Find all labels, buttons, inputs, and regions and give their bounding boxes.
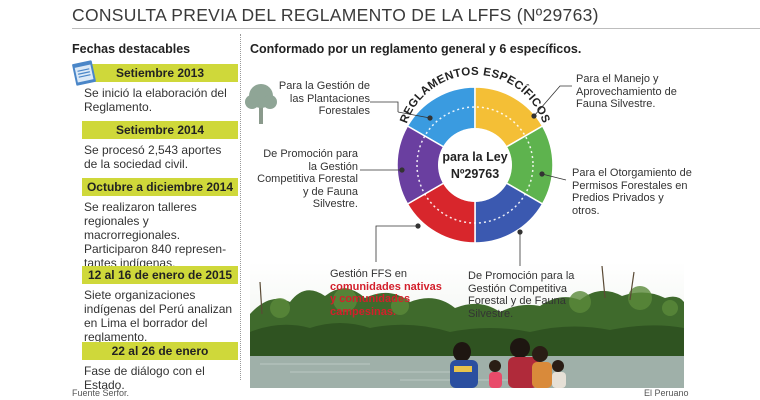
column-divider [240, 34, 241, 380]
timeline-event: Setiembre 2013 Se inició la elaboración … [72, 60, 238, 114]
label-promocion-bottom: De Promoción para la Gestión Competitiva… [468, 270, 575, 320]
diagram-heading: Conformado por un reglamento general y 6… [250, 42, 582, 56]
center-label-line1: para la Ley [442, 150, 507, 164]
label-plantaciones: Para la Gestión de las Plantaciones Fore… [278, 80, 370, 117]
timeline-heading: Fechas destacables [72, 42, 191, 56]
page-title: CONSULTA PREVIA DEL REGLAMENTO DE LA LFF… [72, 5, 599, 25]
segment-ffs [406, 181, 476, 244]
event-text: Siete organizaciones indígenas del Perú … [84, 288, 233, 344]
timeline-event: Octubre a diciembre 2014 Se realizaron t… [82, 178, 238, 270]
label-otorgamiento: Para el Otorgamiento de Permisos Foresta… [572, 167, 692, 217]
label-ffs-highlight: comunidades nativas y comunidades campes… [330, 280, 442, 318]
label-manejo: Para el Manejo y Aprovechamiento de Faun… [576, 73, 677, 110]
segment-manejo [474, 86, 544, 149]
tree-icon [245, 84, 277, 124]
calendar-icon [72, 60, 96, 86]
source-note: Fuente Serfor. [72, 388, 130, 398]
donut-segments [396, 86, 554, 244]
title-divider [72, 28, 760, 29]
event-date: Octubre a diciembre 2014 [82, 178, 238, 196]
event-text: Se realizaron talleres regionales y macr… [84, 200, 227, 270]
credit-note: El Peruano [644, 388, 689, 398]
label-ffs: Gestión FFS en comunidades nativas y com… [330, 268, 450, 318]
event-date: 22 al 26 de enero [82, 342, 238, 360]
event-date: 12 al 16 de enero de 2015 [82, 266, 238, 284]
segment-promocion-left [396, 124, 445, 206]
donut-center [438, 128, 512, 202]
forest-river-photo [250, 262, 684, 388]
inner-dotted-ring [416, 106, 534, 224]
arc-title-text: REGLAMENTOS ESPECÍFICOS [398, 66, 551, 125]
timeline-panel: Fechas destacables Setiembre 2013 Se ini… [72, 34, 238, 392]
label-promocion-left: De Promoción para la Gestión Competitiva… [257, 148, 358, 210]
segment-otorgamiento [505, 124, 554, 206]
event-date: Setiembre 2014 [82, 121, 238, 139]
label-ffs-prefix: Gestión FFS en [330, 268, 408, 280]
timeline-event: 22 al 26 de enero Fase de diálogo con el… [82, 342, 238, 392]
segment-promocion-bottom [474, 181, 544, 244]
timeline-event: Setiembre 2014 Se procesó 2,543 aportes … [82, 121, 238, 171]
event-text: Fase de diálogo con el Estado. [84, 364, 205, 392]
event-text: Se inició la elaboración del Reglamento. [84, 86, 227, 114]
segment-plantaciones [406, 86, 476, 149]
people-figures [450, 338, 566, 388]
timeline-event: 12 al 16 de enero de 2015 Siete organiza… [82, 266, 238, 344]
event-text: Se procesó 2,543 aportes de la sociedad … [84, 143, 222, 171]
event-date: Setiembre 2013 [82, 64, 238, 82]
arc-title: REGLAMENTOS ESPECÍFICOS [398, 66, 551, 125]
center-label-line2: Nº29763 [451, 167, 499, 181]
